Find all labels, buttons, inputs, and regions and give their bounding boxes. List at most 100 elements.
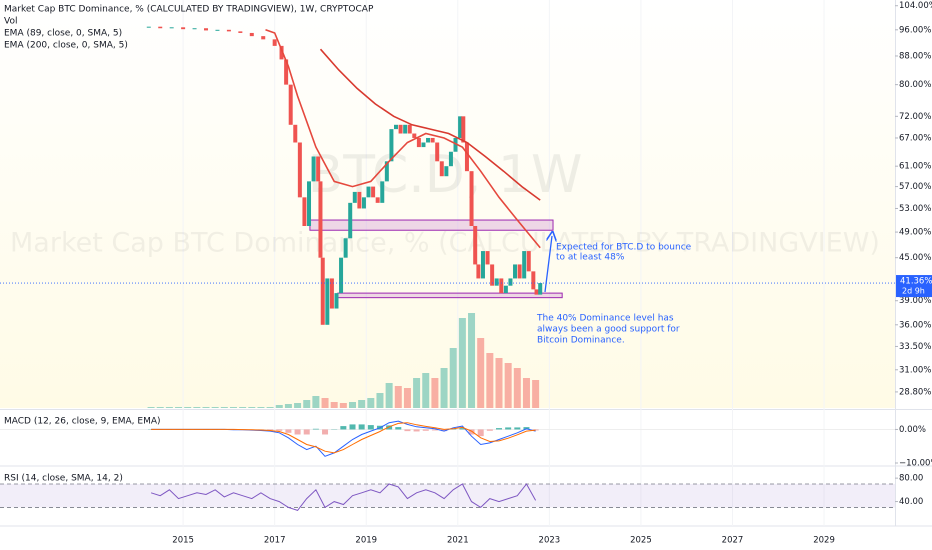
y-tick-label: 72.00% xyxy=(899,112,931,122)
candle xyxy=(352,191,357,203)
y-tick-label: 33.50% xyxy=(899,342,931,352)
candle xyxy=(297,142,302,198)
candle xyxy=(444,166,449,177)
histogram-bar xyxy=(422,429,429,431)
x-tick-label: 2017 xyxy=(264,536,286,546)
annotation: Expected for BTC.D to bounce xyxy=(556,243,692,253)
candle xyxy=(204,28,209,31)
candle xyxy=(526,251,531,272)
volume-bar xyxy=(431,378,439,408)
y-tick-label: −10.00% xyxy=(899,458,932,468)
y-tick-label: 80.00 xyxy=(899,474,923,484)
y-tick-label: 96.00% xyxy=(899,25,931,35)
candle xyxy=(435,142,440,162)
candle xyxy=(361,197,366,209)
y-tick-label: 36.00% xyxy=(899,320,931,330)
volume-bar xyxy=(486,353,494,408)
candle xyxy=(226,29,231,32)
candle xyxy=(249,32,254,37)
volume-bar xyxy=(385,383,393,408)
candle xyxy=(403,124,408,134)
candle xyxy=(302,197,307,226)
bounce-arrow xyxy=(544,236,552,293)
y-tick-label: 45.00% xyxy=(899,253,931,263)
ema-line xyxy=(319,48,541,201)
candle xyxy=(473,225,478,265)
volume-bar xyxy=(403,388,411,408)
candle xyxy=(380,181,385,203)
y-tick-label: 28.80% xyxy=(899,387,931,397)
volume-bar xyxy=(257,407,265,408)
volume-bar xyxy=(266,407,274,408)
histogram-bar xyxy=(367,425,374,430)
volume-bar xyxy=(175,407,183,408)
annotation: The 40% Dominance level has xyxy=(536,314,674,324)
candle xyxy=(469,171,474,226)
candle xyxy=(307,181,312,226)
histogram-bar xyxy=(532,429,539,431)
watermark: Market Cap BTC Dominance, % (CALCULATED … xyxy=(10,228,880,259)
candle xyxy=(531,271,536,290)
candle xyxy=(284,59,289,85)
y-tick-label: 80.00% xyxy=(899,80,931,90)
candle xyxy=(508,278,513,286)
histogram-bar xyxy=(395,427,402,430)
candle xyxy=(334,293,339,309)
histogram-bar xyxy=(523,427,530,430)
candle xyxy=(503,285,508,294)
volume-bar xyxy=(239,407,247,408)
candle xyxy=(412,133,417,138)
candle xyxy=(513,264,518,279)
candle xyxy=(476,264,481,279)
histogram-bar xyxy=(404,429,411,432)
y-tick-label: 61.00% xyxy=(899,162,931,172)
annotation: to at least 48% xyxy=(556,253,625,263)
histogram-bar xyxy=(303,429,310,435)
candle xyxy=(426,137,431,143)
histogram-bar xyxy=(276,429,283,431)
support-zone xyxy=(337,292,563,299)
x-tick-label: 2023 xyxy=(539,536,561,546)
ema-line xyxy=(265,29,541,249)
volume-bar xyxy=(229,407,237,408)
candle xyxy=(325,278,330,325)
candle xyxy=(458,116,463,138)
candle xyxy=(485,251,490,265)
volume-bar xyxy=(394,386,402,408)
volume-bar xyxy=(220,407,228,408)
candle xyxy=(339,257,344,294)
volume-bar xyxy=(367,398,375,408)
candle xyxy=(261,36,266,40)
y-tick-label: 53.00% xyxy=(899,204,931,214)
volume-bar xyxy=(312,396,320,408)
histogram-bar xyxy=(322,429,329,435)
candle xyxy=(407,124,412,134)
candle xyxy=(181,27,186,30)
histogram-bar xyxy=(514,427,521,430)
candle xyxy=(318,181,323,258)
annotation: Bitcoin Dominance. xyxy=(537,336,625,346)
histogram-bar xyxy=(431,429,438,431)
candle xyxy=(490,264,495,286)
candle xyxy=(288,84,293,125)
volume-bar xyxy=(468,313,476,408)
histogram-bar xyxy=(477,429,484,437)
pane-title: MACD (12, 26, close, 9, EMA, EMA) xyxy=(4,417,161,427)
candle xyxy=(371,186,376,198)
volume-bar xyxy=(477,338,485,408)
candle xyxy=(343,238,348,258)
support-zone xyxy=(309,219,554,231)
y-tick-label: 88.00% xyxy=(899,51,931,61)
volume-bar xyxy=(147,407,155,408)
histogram-bar xyxy=(285,429,292,433)
candle xyxy=(316,156,321,182)
x-tick-label: 2019 xyxy=(355,536,377,546)
histogram-bar xyxy=(294,429,301,435)
candle xyxy=(416,137,421,148)
y-tick-label: 67.00% xyxy=(899,133,931,143)
histogram-bar xyxy=(312,428,319,430)
macd-line xyxy=(151,422,536,454)
volume-bar xyxy=(376,393,384,408)
candle xyxy=(238,31,243,33)
